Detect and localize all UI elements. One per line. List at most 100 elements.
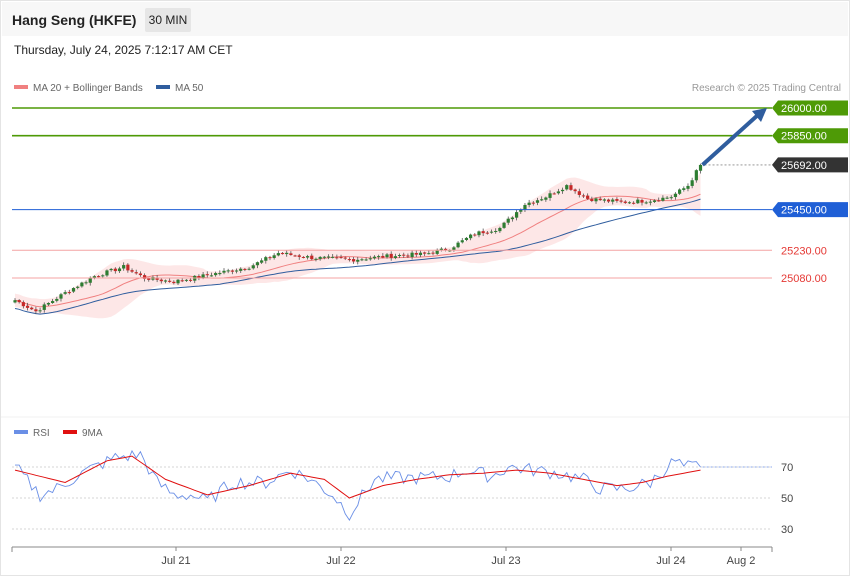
candle	[234, 268, 239, 274]
candle-body	[147, 278, 151, 280]
candle-body	[556, 191, 560, 194]
candle	[510, 216, 515, 222]
candle-body	[690, 180, 694, 186]
candle	[159, 278, 163, 284]
candle	[573, 188, 577, 194]
candle-body	[97, 276, 101, 278]
candle-body	[469, 234, 473, 239]
candle-body	[669, 197, 673, 199]
candle-body	[560, 189, 565, 192]
candle-body	[301, 256, 306, 258]
candle	[531, 201, 535, 206]
rsi-ma-legend-label: 9MA	[82, 428, 103, 439]
candle-body	[644, 202, 648, 204]
candle	[673, 192, 678, 200]
candle-body	[636, 199, 640, 204]
candle-body	[418, 252, 423, 256]
candle-body	[397, 255, 402, 257]
candle-body	[540, 199, 544, 201]
candle-body	[243, 268, 247, 270]
candle-body	[285, 252, 289, 255]
candle-body	[627, 202, 632, 204]
candle-body	[452, 247, 456, 250]
candle-body	[322, 256, 326, 258]
candle	[364, 257, 368, 261]
candle-body	[34, 309, 38, 312]
candle	[310, 253, 314, 261]
candle-body	[377, 256, 381, 258]
candle	[460, 237, 464, 244]
rsi-plot-area: 70 50 30	[12, 449, 793, 536]
candle-body	[339, 257, 343, 259]
candle-body	[343, 257, 347, 259]
candle-body	[80, 282, 84, 287]
candle	[335, 254, 339, 260]
candle	[535, 197, 540, 206]
candle-body	[640, 200, 644, 203]
rsi-legend-label: RSI	[33, 428, 50, 439]
target-arrow-shaft	[701, 112, 761, 167]
candle	[51, 298, 55, 304]
ma20-legend-label: MA 20 + Bollinger Bands	[33, 83, 143, 94]
candle	[314, 257, 318, 262]
candle-body	[502, 222, 506, 228]
candle-body	[619, 200, 623, 202]
candle-body	[122, 265, 126, 269]
candle	[176, 279, 180, 286]
candle-body	[569, 185, 573, 190]
candle-body	[46, 302, 51, 305]
candle	[318, 256, 322, 261]
candle-body	[581, 195, 586, 197]
x-tick-label: Jul 22	[326, 555, 355, 567]
candle	[343, 256, 347, 261]
candle-body	[138, 273, 142, 276]
candle-body	[306, 256, 310, 258]
candle-body	[280, 253, 285, 255]
support-1-label: 25230.00	[781, 245, 827, 257]
timeframe-button[interactable]: 30 MIN	[145, 8, 191, 32]
x-tick-label: Jul 23	[491, 555, 520, 567]
candle	[506, 216, 510, 225]
candle-body	[606, 199, 611, 202]
candle-body	[38, 310, 42, 312]
candle-body	[406, 255, 410, 257]
candle	[636, 197, 640, 204]
candle-body	[673, 193, 678, 198]
candle-body	[494, 230, 498, 232]
candle	[418, 250, 423, 258]
rsi-ma-legend-swatch	[63, 430, 77, 434]
candle-body	[431, 252, 435, 254]
candle	[101, 274, 105, 278]
candle	[657, 197, 661, 202]
candle	[552, 192, 556, 195]
ma50-legend-swatch	[156, 85, 170, 89]
candle	[92, 275, 97, 280]
target-arrow-head	[752, 108, 767, 122]
candle	[598, 196, 602, 201]
candle	[214, 271, 218, 277]
candle	[372, 255, 377, 260]
candle-body	[105, 270, 109, 276]
candle	[21, 300, 25, 309]
candle-body	[293, 255, 297, 257]
candle	[540, 196, 544, 202]
candle	[548, 190, 552, 201]
candle	[515, 209, 519, 221]
candle-body	[414, 252, 418, 255]
candle	[577, 188, 581, 198]
candle	[155, 274, 159, 283]
candle	[586, 193, 590, 200]
candle	[293, 254, 297, 257]
candle-body	[268, 257, 272, 259]
resistance-2-label-box	[772, 100, 848, 116]
candle	[569, 182, 573, 191]
candle-body	[623, 201, 627, 203]
candle	[410, 250, 414, 260]
candle-body	[71, 288, 76, 292]
x-tick-label: Aug 2	[727, 555, 756, 567]
candle-body	[573, 189, 577, 192]
candle-body	[489, 231, 494, 233]
candle	[682, 186, 686, 192]
price-plot-area	[13, 163, 703, 319]
